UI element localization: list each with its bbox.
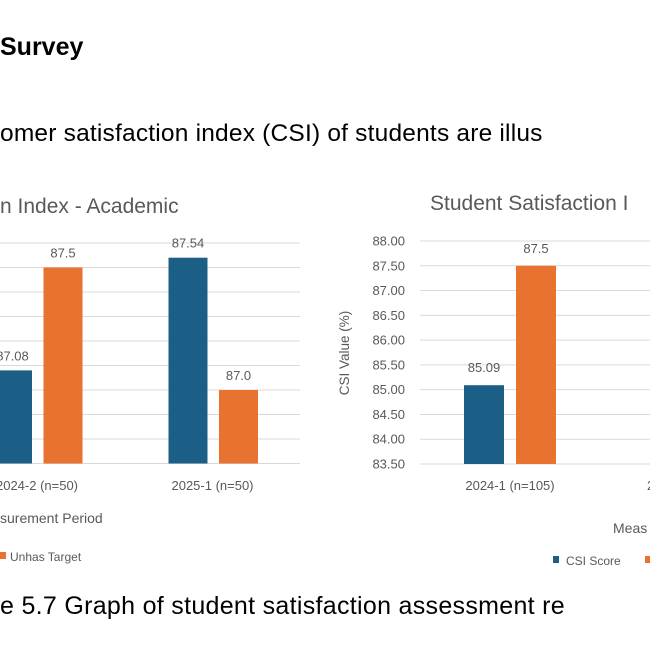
data-label: 87.5 [50,246,75,261]
legend-label: Unhas Target [10,550,82,564]
bar-csi-score [464,385,504,464]
y-tick-label: 86.00 [372,333,405,348]
body-paragraph: omer satisfaction index (CSI) of student… [0,120,543,147]
legend-label: CSI Score [566,554,621,568]
data-label: 87.0 [226,368,251,383]
y-tick-label: 83.50 [372,457,405,472]
data-label: 87.08 [0,348,29,363]
x-axis-title: Meas [613,520,647,536]
category-label: 2024-1 (n=105) [465,478,554,493]
y-axis-title: CSI Value (%) [337,311,352,396]
figure-caption: e 5.7 Graph of student satisfaction asse… [0,592,565,620]
y-tick-label: 87.50 [372,258,405,273]
y-tick-label: 84.50 [372,407,405,422]
bar-unhas-target [219,390,258,464]
bar-csi-score [168,257,208,464]
chart-title: Student Satisfaction I [430,192,628,215]
legend-swatch-unhas-target [0,552,6,559]
y-tick-label: 87.00 [372,283,405,298]
data-label: 87.5 [523,241,548,256]
y-tick-label: 88.00 [372,234,405,249]
legend-swatch-unhas-target [645,556,650,563]
y-tick-label: 85.50 [372,357,405,372]
data-label: 85.09 [468,360,501,375]
section-heading: Survey [0,33,84,61]
legend-swatch-csi-score [553,556,559,563]
category-label: 2024-2 (n=50) [0,478,78,493]
y-tick-label: 85.00 [372,382,405,397]
category-label: 2 [647,478,650,493]
y-tick-label: 86.50 [372,308,405,323]
x-axis-title: surement Period [0,510,103,526]
bar-unhas-target [516,265,556,464]
data-label: 87.54 [172,236,205,251]
category-label: 2025-1 (n=50) [171,478,253,493]
bar-csi-score [0,370,32,464]
y-tick-label: 84.00 [372,432,405,447]
bar-unhas-target [43,267,83,464]
chart-title: n Index - Academic [0,195,179,218]
